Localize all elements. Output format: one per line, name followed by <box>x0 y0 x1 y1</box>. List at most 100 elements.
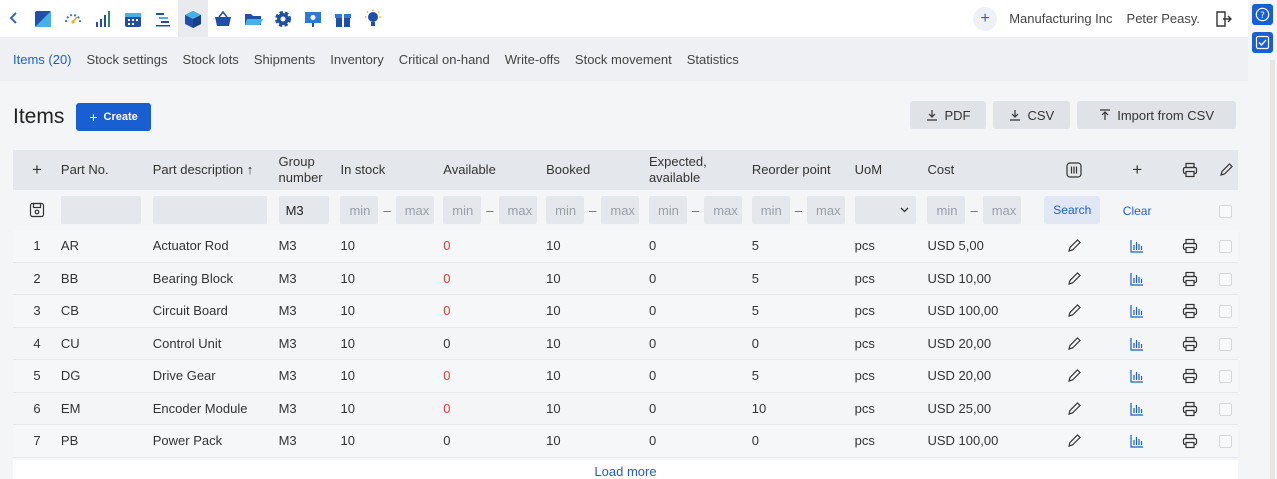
expected-link[interactable]: 0 <box>648 270 657 286</box>
expected-link[interactable]: 0 <box>648 368 657 384</box>
basket-icon[interactable] <box>208 0 238 37</box>
in-stock-min[interactable]: min <box>340 196 379 224</box>
booked-link[interactable]: 10 <box>546 270 561 286</box>
cost-link[interactable]: USD 100,00 <box>927 433 999 449</box>
table-row[interactable]: 2 BB Bearing Block M3 10 0 10 0 5 pcs USD 10,00 <box>13 262 1238 295</box>
row-checkbox[interactable] <box>1219 272 1233 286</box>
table-row[interactable]: 6 EM Encoder Module M3 10 0 10 0 10 pcs USD 25,00 <box>13 392 1238 425</box>
stats-icon[interactable] <box>1108 400 1166 417</box>
gift-icon[interactable] <box>328 0 358 37</box>
description-filter[interactable] <box>152 196 267 224</box>
uom-select[interactable] <box>854 196 916 224</box>
cost-link[interactable]: USD 10,00 <box>927 270 992 286</box>
expected-link[interactable]: 0 <box>648 335 657 351</box>
booked-link[interactable]: 10 <box>546 368 561 384</box>
gantt-icon[interactable] <box>148 0 178 37</box>
tab-items[interactable]: Items (20) <box>13 51 72 67</box>
calendar-icon[interactable] <box>118 0 148 37</box>
scrollbar[interactable] <box>1270 60 1275 479</box>
user-name[interactable]: Peter Peasy. <box>1126 11 1200 26</box>
pencil-icon[interactable] <box>1040 270 1108 287</box>
printer-icon[interactable] <box>1166 432 1214 449</box>
group-filter[interactable]: M3 <box>278 196 329 224</box>
part-no-link[interactable]: DG <box>60 368 81 384</box>
header-expected[interactable]: Expected, available <box>648 154 707 185</box>
header-cost[interactable]: Cost <box>927 162 955 177</box>
presentation-icon[interactable] <box>298 0 328 37</box>
available-min[interactable]: min <box>443 196 482 224</box>
cost-link[interactable]: USD 20,00 <box>927 368 992 384</box>
row-checkbox[interactable] <box>1219 337 1233 351</box>
available-max[interactable]: max <box>498 196 537 224</box>
tab-stock-settings[interactable]: Stock settings <box>86 51 168 67</box>
tab-stock-movement[interactable]: Stock movement <box>574 51 672 67</box>
tab-inventory[interactable]: Inventory <box>330 51 384 67</box>
expected-link[interactable]: 0 <box>648 303 657 319</box>
booked-max[interactable]: max <box>601 196 640 224</box>
tab-shipments[interactable]: Shipments <box>253 51 316 67</box>
header-in-stock[interactable]: In stock <box>340 162 386 177</box>
row-number[interactable]: 2 <box>33 270 41 286</box>
cube-icon[interactable] <box>178 0 208 37</box>
part-no-filter[interactable] <box>60 196 141 224</box>
row-number[interactable]: 6 <box>33 400 41 416</box>
printer-icon[interactable] <box>1166 367 1214 384</box>
gear-icon[interactable] <box>268 0 298 37</box>
add-column-button[interactable]: + <box>31 162 42 178</box>
printer-icon[interactable] <box>1166 162 1214 179</box>
stats-icon[interactable] <box>1108 302 1166 319</box>
row-checkbox[interactable] <box>1219 402 1233 416</box>
table-row[interactable]: 1 AR Actuator Rod M3 10 0 10 0 5 pcs USD 5,00 <box>13 230 1238 263</box>
header-group[interactable]: Group number <box>278 154 323 185</box>
pencil-icon[interactable] <box>1040 335 1108 352</box>
pencil-icon[interactable] <box>1214 162 1238 179</box>
description-link[interactable]: Circuit Board <box>152 303 228 319</box>
booked-link[interactable]: 10 <box>546 238 561 254</box>
description-link[interactable]: Control Unit <box>152 335 222 351</box>
header-reorder[interactable]: Reorder point <box>751 162 831 177</box>
stats-icon[interactable] <box>1108 367 1166 384</box>
row-number[interactable]: 7 <box>33 433 41 449</box>
description-link[interactable]: Encoder Module <box>152 400 248 416</box>
csv-button[interactable]: CSV <box>993 101 1071 129</box>
cost-link[interactable]: USD 5,00 <box>927 238 984 254</box>
dashboard-icon[interactable] <box>28 0 58 37</box>
expected-link[interactable]: 0 <box>648 400 657 416</box>
booked-link[interactable]: 10 <box>546 400 561 416</box>
bar-chart-icon[interactable] <box>88 0 118 37</box>
speedometer-icon[interactable] <box>58 0 88 37</box>
printer-icon[interactable] <box>1166 335 1214 352</box>
header-booked[interactable]: Booked <box>546 162 591 177</box>
pencil-icon[interactable] <box>1040 432 1108 449</box>
header-available[interactable]: Available <box>443 162 496 177</box>
row-number[interactable]: 5 <box>33 368 41 384</box>
table-row[interactable]: 7 PB Power Pack M3 10 0 10 0 0 pcs USD 100,00 <box>13 425 1238 458</box>
booked-min[interactable]: min <box>546 196 585 224</box>
tab-critical-on-hand[interactable]: Critical on-hand <box>398 51 490 67</box>
stats-icon[interactable] <box>1108 335 1166 352</box>
checkbox-icon[interactable] <box>1252 32 1273 53</box>
table-row[interactable]: 3 CB Circuit Board M3 10 0 10 0 5 pcs USD 100,00 <box>13 295 1238 328</box>
pencil-icon[interactable] <box>1040 367 1108 384</box>
cost-link[interactable]: USD 100,00 <box>927 303 999 319</box>
pencil-icon[interactable] <box>1040 400 1108 417</box>
pencil-icon[interactable] <box>1040 237 1108 254</box>
part-no-link[interactable]: CU <box>60 335 80 351</box>
expected-link[interactable]: 0 <box>648 238 657 254</box>
tab-write-offs[interactable]: Write-offs <box>504 51 560 67</box>
clear-button[interactable]: Clear <box>1122 203 1152 218</box>
table-row[interactable]: 4 CU Control Unit M3 10 0 10 0 0 pcs USD 20,00 <box>13 327 1238 360</box>
description-link[interactable]: Drive Gear <box>152 368 216 384</box>
in-stock-max[interactable]: max <box>395 196 434 224</box>
header-description[interactable]: Part description ↑ <box>152 162 254 177</box>
search-button[interactable]: Search <box>1044 196 1101 224</box>
tab-statistics[interactable]: Statistics <box>686 51 739 67</box>
pencil-icon[interactable] <box>1040 302 1108 319</box>
part-no-link[interactable]: EM <box>60 400 81 416</box>
part-no-link[interactable]: CB <box>60 303 79 319</box>
columns-icon[interactable] <box>1040 162 1108 179</box>
booked-link[interactable]: 10 <box>546 335 561 351</box>
printer-icon[interactable] <box>1166 270 1214 287</box>
booked-link[interactable]: 10 <box>546 303 561 319</box>
stats-icon[interactable] <box>1108 432 1166 449</box>
